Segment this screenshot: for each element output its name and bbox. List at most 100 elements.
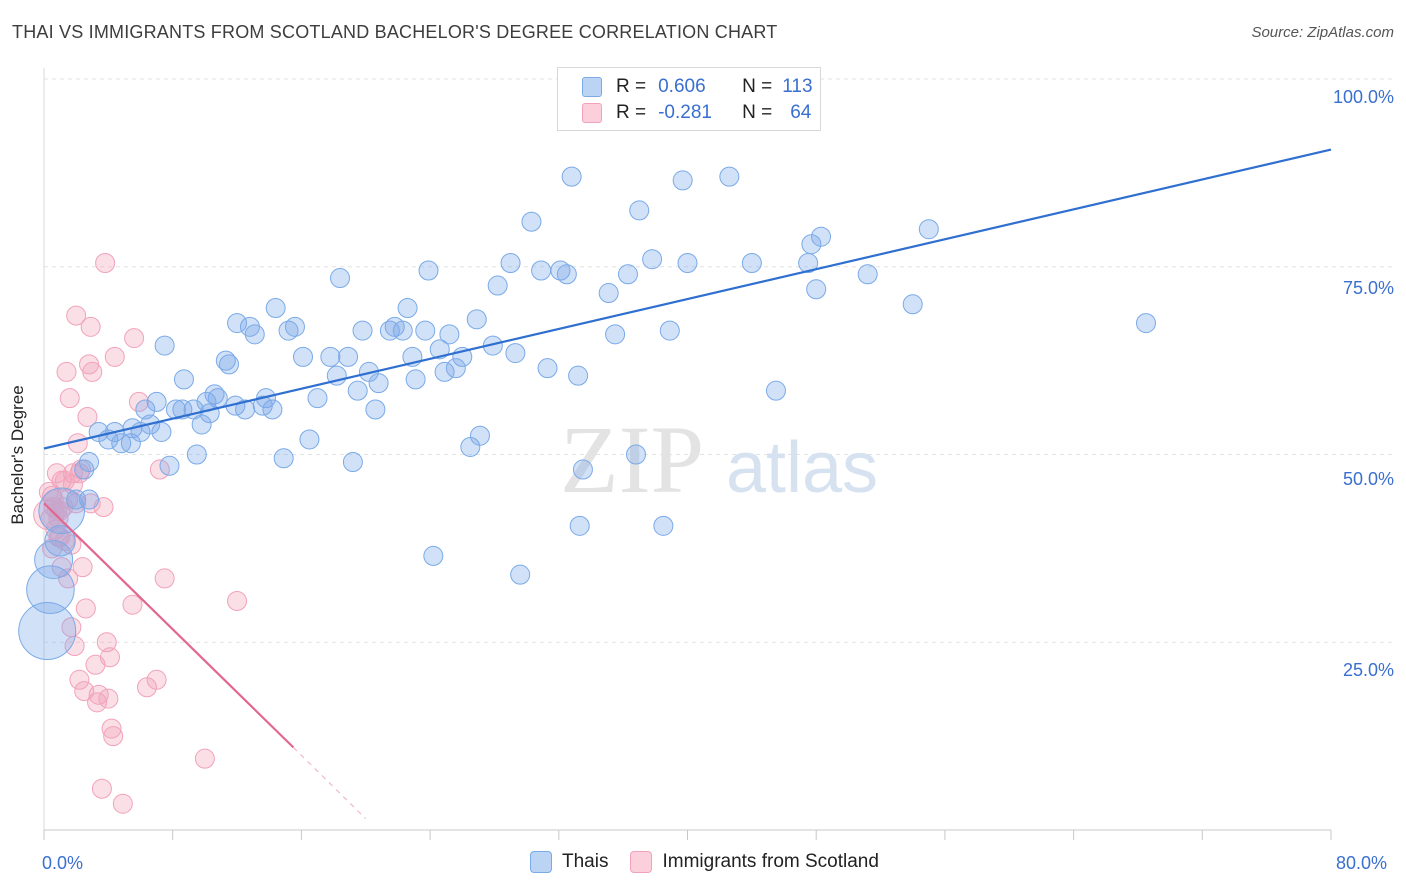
scotland-point xyxy=(66,305,87,326)
scotland-point xyxy=(87,692,108,713)
trend-lines xyxy=(43,148,1332,820)
scotland-point xyxy=(69,669,90,690)
scotland-point xyxy=(72,557,93,578)
stats-legend: R = 0.606 N = 113 R = -0.281 N = 64 xyxy=(557,67,821,131)
scotland-point xyxy=(59,388,80,409)
x-tick-label-min: 0.0% xyxy=(42,853,84,873)
thais-point xyxy=(672,170,693,191)
thais-point xyxy=(415,320,436,341)
thais-point xyxy=(445,358,466,379)
thais-point xyxy=(902,294,923,315)
scotland-point xyxy=(101,718,122,739)
thais-trend-line xyxy=(43,148,1332,450)
thais-point xyxy=(191,414,212,435)
scotland-point xyxy=(82,361,103,382)
thais-point xyxy=(642,249,663,270)
scotland-r-value: -0.281 xyxy=(658,102,712,123)
scotland-point xyxy=(112,793,133,814)
thais-point xyxy=(741,252,762,273)
thais-point xyxy=(173,369,194,390)
axes xyxy=(43,68,1332,840)
y-axis-label: Bachelor's Degree xyxy=(8,385,27,525)
stats-row-thais: R = 0.606 N = 113 xyxy=(582,75,813,99)
legend-item-thais[interactable]: Thais xyxy=(530,851,608,873)
r-label: R = xyxy=(616,102,647,123)
thais-point xyxy=(537,358,558,379)
thais-point xyxy=(617,264,638,285)
grid xyxy=(44,78,1394,643)
y-tick-label-50: 50.0% xyxy=(1342,469,1394,489)
thais-point xyxy=(598,283,619,304)
scotland-point xyxy=(93,497,114,518)
thais-point xyxy=(307,388,328,409)
scotland-point xyxy=(146,669,167,690)
scotland-point xyxy=(154,568,175,589)
x-tick-label-max: 80.0% xyxy=(1336,853,1388,873)
watermark-zip: ZIP xyxy=(560,406,704,513)
thais-point xyxy=(439,324,460,345)
scotland-point xyxy=(194,748,215,769)
scotland-point xyxy=(99,647,120,668)
scotland-point xyxy=(124,328,145,349)
thais-point xyxy=(135,399,156,420)
source-label: Source: ZipAtlas.com xyxy=(1251,24,1394,41)
thais-point xyxy=(1135,313,1156,334)
thais-point xyxy=(299,429,320,450)
scotland-point xyxy=(96,632,117,653)
thais-point xyxy=(154,335,175,356)
watermark: ZIP atlas xyxy=(560,406,878,513)
scotland-point xyxy=(95,252,116,273)
thais-point xyxy=(244,324,265,345)
thais-point xyxy=(918,219,939,240)
thais-point xyxy=(159,455,180,476)
thais-point xyxy=(227,313,248,334)
thais-point xyxy=(429,339,450,360)
thais-point xyxy=(146,391,167,412)
thais-point xyxy=(677,252,698,273)
scotland-trend-extension xyxy=(292,746,367,820)
thais-point xyxy=(26,565,75,614)
scotland-point xyxy=(227,590,248,611)
thais-point xyxy=(79,489,100,510)
scotland-point xyxy=(42,538,63,559)
thais-point xyxy=(284,316,305,337)
thais-point xyxy=(330,268,351,289)
thais-legend-label: Thais xyxy=(562,851,609,872)
thais-point xyxy=(219,354,240,375)
thais-point xyxy=(235,399,256,420)
y-tick-label-25: 25.0% xyxy=(1342,660,1394,680)
thais-r-value: 0.606 xyxy=(658,76,706,97)
thais-point xyxy=(806,279,827,300)
thais-point xyxy=(352,320,373,341)
thais-point xyxy=(765,380,786,401)
scotland-n-value: 64 xyxy=(790,102,812,123)
thais-point xyxy=(273,448,294,469)
thais-point xyxy=(626,444,647,465)
scotland-point xyxy=(85,654,106,675)
scotland-point xyxy=(103,726,124,747)
scotland-legend-swatch xyxy=(630,851,653,873)
y-tick-label-75: 75.0% xyxy=(1342,278,1394,298)
thais-point xyxy=(215,350,236,371)
thais-point xyxy=(207,388,228,409)
thais-point xyxy=(423,545,444,566)
n-label: N = xyxy=(742,76,773,97)
thais-point xyxy=(74,459,95,480)
thais-point xyxy=(347,380,368,401)
thais-point xyxy=(719,166,740,187)
thais-point xyxy=(469,425,490,446)
thais-point xyxy=(186,444,207,465)
thais-point xyxy=(550,260,571,281)
scotland-trend-line xyxy=(43,502,295,749)
scotland-point xyxy=(75,598,96,619)
thais-point xyxy=(605,324,626,345)
thais-point xyxy=(659,320,680,341)
scotland-point xyxy=(98,688,119,709)
thais-point xyxy=(568,365,589,386)
thais-point xyxy=(262,399,283,420)
thais-point xyxy=(204,384,225,405)
thais-swatch xyxy=(582,77,602,97)
thais-point xyxy=(34,540,74,580)
thais-point xyxy=(38,487,85,535)
legend-item-scotland[interactable]: Immigrants from Scotland xyxy=(630,851,879,873)
